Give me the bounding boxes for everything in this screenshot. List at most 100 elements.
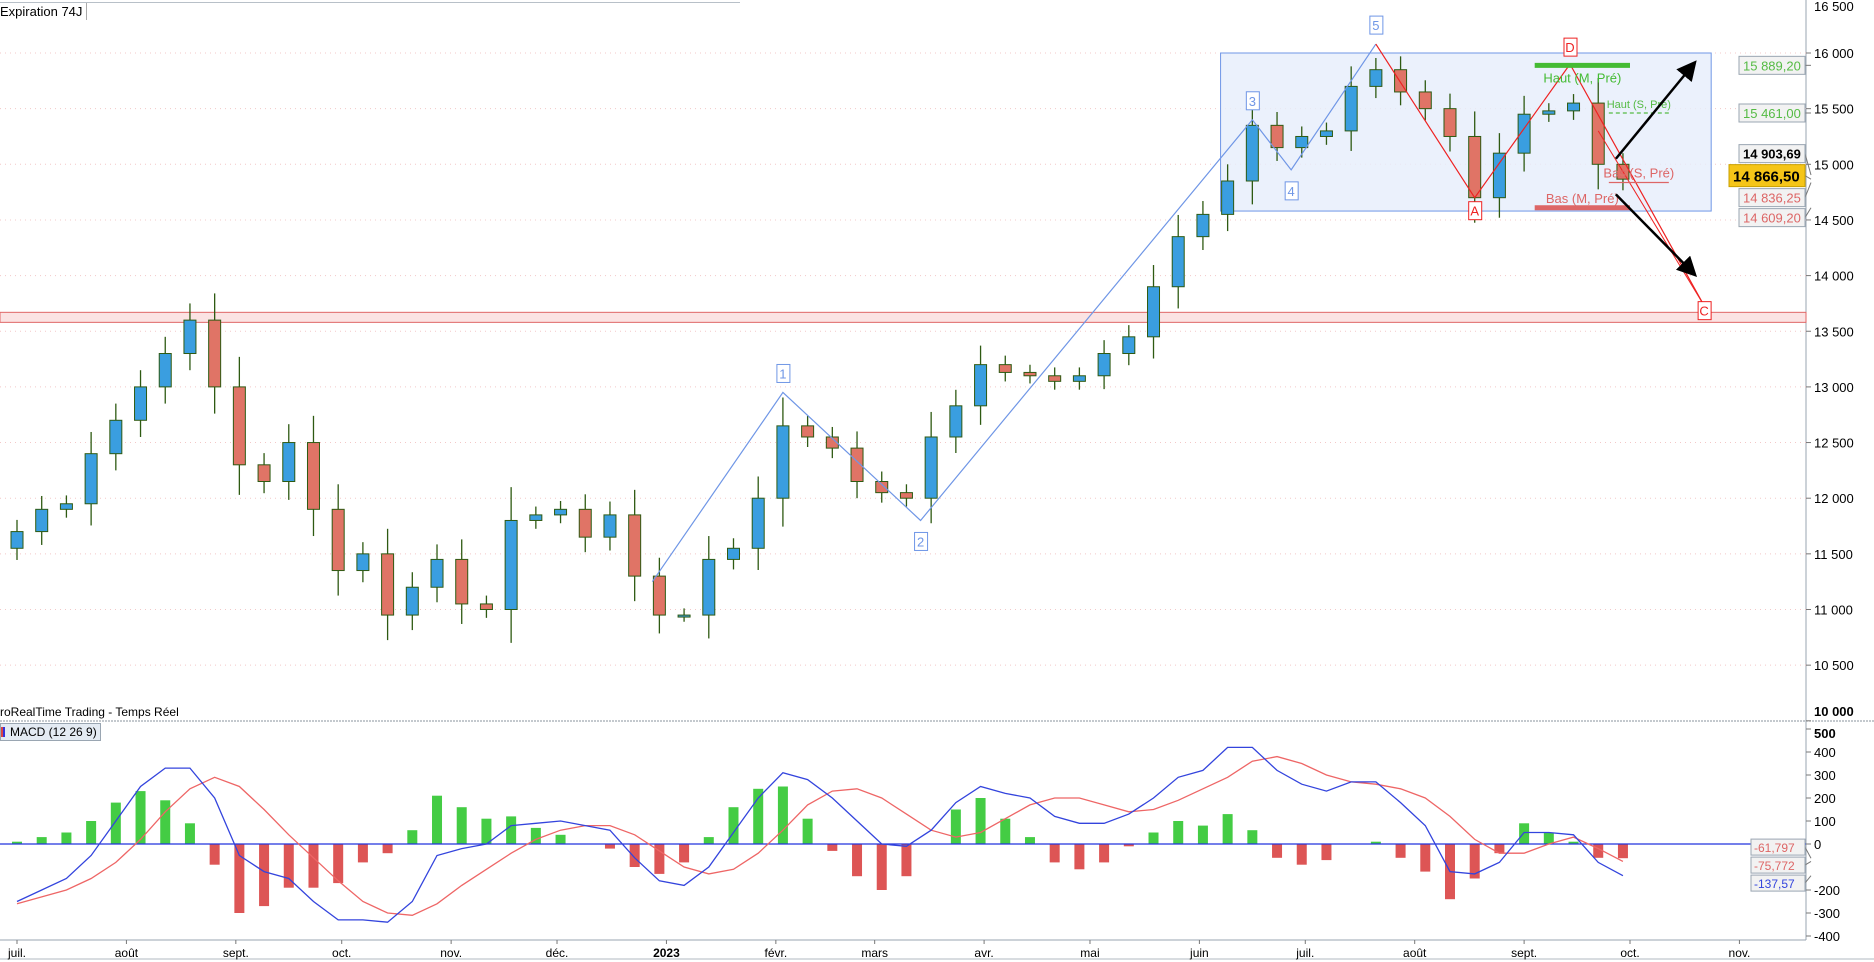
macd-histogram-bar [802,818,813,844]
candle-body [1492,152,1506,199]
macd-histogram-bar [1494,844,1505,854]
candle [924,411,938,524]
macd-tick-label: 500 [1814,726,1836,741]
candle-body [899,492,913,499]
date-tick-label: sept. [1511,946,1537,960]
macd-histogram-bar [1469,844,1480,879]
date-tick-label: avr. [974,946,993,960]
candle-body [1369,69,1383,87]
candle-body [801,425,815,438]
macd-signal-line [16,755,1624,916]
macd-histogram-bar [876,844,887,890]
wave-label-4: 4 [1284,181,1299,201]
candle [1048,367,1062,390]
candle-body [430,558,444,588]
scenario-arrow [1614,193,1698,277]
candle [1171,214,1185,309]
date-tick-label: mai [1080,946,1099,960]
wave-label-box [914,531,929,551]
candle-body [529,514,543,521]
level-label: Haut (M, Pré) [1543,70,1621,85]
candle [702,536,716,639]
wave-label-text: 4 [1288,184,1295,199]
candle [998,355,1012,382]
macd-tick-label: 100 [1814,814,1836,829]
macd-tick-label: 200 [1814,791,1836,806]
candle [1591,78,1605,190]
macd-histogram-bar [975,798,986,844]
candle-body [1147,286,1161,338]
price-tick-label: 14 500 [1814,213,1854,228]
macd-histogram-bar [283,844,294,888]
macd-histogram-bar [209,844,220,865]
candle-body [924,436,938,499]
macd-histogram-bar [901,844,912,877]
resistance-zone [0,311,1807,323]
scenario-arrow [1614,60,1697,160]
macd-histogram-bar [1024,837,1035,844]
candle-body [998,364,1012,373]
macd-tick-label: 0 [1814,837,1821,852]
correction-label-box [1468,201,1483,221]
price-marker-box [1738,188,1806,208]
price-marker-text: 15 889,20 [1743,58,1801,73]
candle-body [850,447,864,483]
date-tick-label: nov. [440,946,462,960]
price-marker-text: 14 609,20 [1743,211,1801,226]
candle [257,453,271,494]
price-marker-leader [1804,182,1812,198]
candle-body [1295,135,1309,149]
date-tick-label: juil. [1295,946,1314,960]
macd-histogram-bar [1321,844,1332,861]
candle [84,431,98,526]
macd-histogram-bar [679,844,690,863]
candle-body [1048,375,1062,382]
price-tick-label: 10 500 [1814,658,1854,673]
candle-body [603,514,617,538]
candle-body [677,614,691,618]
candle-body [331,508,345,572]
candle-body [158,353,172,388]
macd-histogram-bar [728,807,739,844]
macd-histogram-bar [1099,844,1110,863]
candle [1122,325,1136,366]
candle-body [1196,213,1210,238]
macd-histogram-bar [333,844,344,884]
macd-tick-label: -200 [1814,883,1840,898]
candle-body [208,319,222,388]
candle [59,495,73,518]
correction-label-text: D [1565,40,1574,55]
candle-body [1344,85,1358,132]
price-tick-label: 10 000 [1814,704,1854,719]
candle-body [134,386,148,421]
candle [1369,58,1383,99]
candle [578,494,592,553]
correction-label-A: A [1468,201,1483,221]
candle-body [59,503,73,510]
price-tick-label: 13 500 [1814,324,1854,339]
price-marker-leader [1804,153,1812,176]
candle [875,471,889,503]
candle-body [1591,102,1605,165]
price-marker: 14 609,20 [1738,207,1812,228]
macd-histogram-bar [1197,825,1208,844]
candle [504,487,518,643]
macd-value-leader [1804,846,1812,859]
macd-value-box [1750,874,1806,892]
candle [208,293,222,414]
candle [677,608,691,622]
macd-value-box [1750,838,1806,856]
candle [282,424,296,500]
candle [1072,367,1086,390]
macd-indicator-legend[interactable]: MACD (12 26 9) [0,723,101,741]
date-tick-label: 2023 [653,946,680,960]
candle [1295,126,1309,158]
candle-body [479,603,493,610]
candle [134,370,148,437]
candle [751,476,765,570]
price-tick-label: 15 500 [1814,102,1854,117]
candle-body [1171,236,1185,288]
macd-histogram-bar [1000,818,1011,844]
candle-body [949,405,963,438]
